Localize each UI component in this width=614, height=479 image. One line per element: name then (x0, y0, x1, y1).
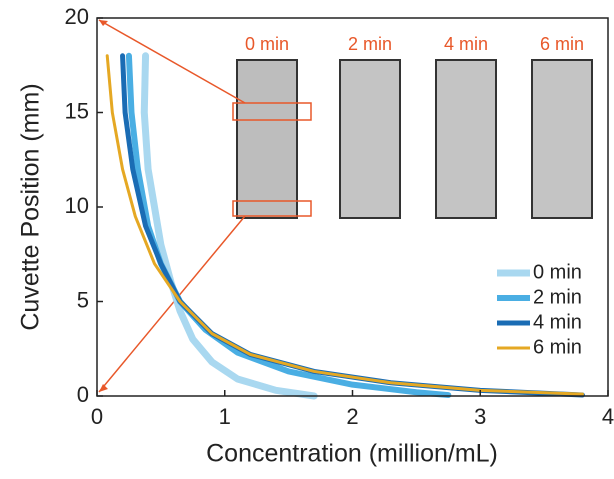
inset-label: 0 min (245, 34, 289, 54)
data-line (105, 54, 584, 396)
legend-label: 2 min (533, 286, 582, 308)
y-tick-label: 10 (65, 193, 89, 218)
y-axis-label: Cuvette Position (mm) (17, 83, 45, 330)
x-tick-label: 2 (346, 404, 358, 429)
inset-label: 4 min (444, 34, 488, 54)
x-axis-label: Concentration (million/mL) (206, 440, 498, 468)
legend-label: 4 min (533, 311, 582, 333)
cuvette-image (435, 59, 497, 219)
highlight-box (232, 200, 312, 217)
legend-label: 6 min (533, 336, 582, 358)
arrow (98, 19, 246, 104)
cuvette-image (531, 59, 593, 219)
x-tick-label: 3 (474, 404, 486, 429)
x-tick-label: 0 (91, 404, 103, 429)
y-tick-label: 0 (77, 382, 89, 407)
cuvette-image (236, 59, 298, 219)
y-tick-label: 5 (77, 287, 89, 312)
arrow-head (99, 20, 108, 392)
inset-label: 6 min (540, 34, 584, 54)
arrow (98, 215, 246, 393)
x-tick-label: 1 (219, 404, 231, 429)
cuvette-image (339, 59, 401, 219)
x-tick-label: 4 (602, 404, 614, 429)
y-tick-label: 20 (65, 4, 89, 29)
y-tick-label: 15 (65, 98, 89, 123)
highlight-box (232, 102, 312, 121)
inset-label: 2 min (348, 34, 392, 54)
inset-images (98, 19, 593, 393)
legend-label: 0 min (533, 261, 582, 283)
